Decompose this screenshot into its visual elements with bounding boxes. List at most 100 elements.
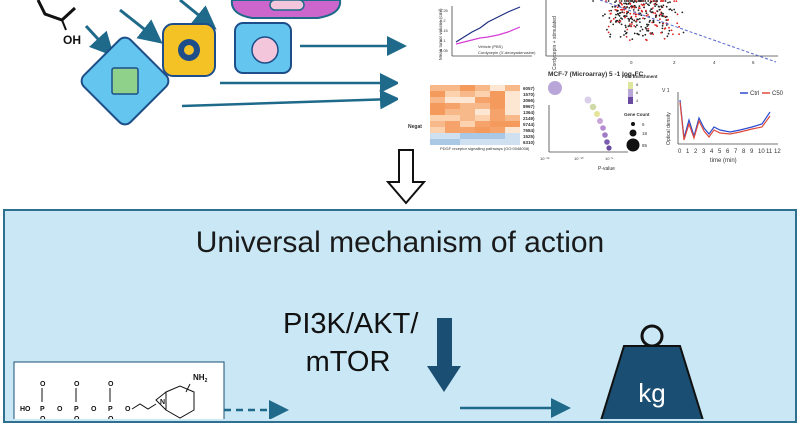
gene-count-1: 6 [642,122,645,127]
scatter-point [644,33,647,36]
scatter-point [624,2,627,5]
scatter-point [647,28,650,30]
phosphorus-3: P [108,406,113,413]
scatter-point [620,23,623,26]
scatter-point [670,29,673,32]
heatmap-cell [490,109,505,115]
heatmap-side-label: Negat [408,124,422,130]
heatmap-cell [505,109,520,115]
oxygen-5: O [91,406,97,413]
heatmap-cell [430,139,445,145]
heatmap-cell [490,91,505,97]
scatter-point [667,32,670,35]
inhibition-down-arrow [427,318,461,392]
scatter-point [640,25,643,28]
scatter-point [651,32,654,34]
scatter-point [669,1,671,4]
scatter-point [616,6,619,9]
scatter-point [618,21,621,24]
scatter-point [628,7,631,9]
gene-count-3: 85 [642,143,648,148]
heatmap-thumbnail: 6057)1570)3066)8967)1364)2149)5744)7684)… [398,82,548,151]
enrichment-xlabel: P-value [598,166,615,172]
heatmap-cell [475,109,490,115]
heatmap-cell [445,97,460,103]
scatter-point [635,13,638,16]
gene-count-title: Gene Count [624,112,650,117]
scatter-point [654,14,657,17]
scatter-point [630,0,633,2]
scatter-point [633,0,636,2]
scatter-point [666,35,669,38]
scatter-point [631,21,633,24]
oxygen-3: O [108,381,114,388]
scatter-point [665,24,668,26]
scatter-point [664,0,667,2]
line-chart-ylabel: Mean tumor volume (cm³) [438,8,443,60]
scatter-point [649,32,652,35]
scatter-xlabel: MCF-7 (Microarray) 5 -1 log₂FC [548,71,644,78]
scatter-point [619,36,622,38]
scatter-point [627,25,630,28]
heatmap-cell [490,97,505,103]
scatter-point [656,25,658,28]
density-xtick: 11 [766,149,773,155]
scatter-point [617,9,619,12]
scatter-point [668,29,671,32]
scatter-point [652,33,654,36]
scatter-point [668,26,670,29]
scatter-point [623,11,626,14]
scatter-ylabel: Cordycepin + stimulated [552,16,558,70]
hydroxyl-label: OH [63,33,81,47]
scatter-point [610,9,613,12]
enrichment-xtick-3: 10⁻⁵ [605,156,614,161]
heatmap-cell [475,115,490,121]
density-xtick: 3 [702,149,706,155]
scatter-point [633,12,635,15]
scatter-point [628,20,630,22]
scatter-point [663,15,666,18]
scatter-xtick-4: 6 [752,60,755,65]
scatter-point [639,0,642,2]
scatter-point [651,11,654,13]
scatter-point [636,24,638,27]
scatter-point [623,0,626,2]
scatter-point [658,21,661,24]
scatter-point [620,17,622,19]
yellow-square-shape [162,23,216,77]
scatter-point [630,17,633,19]
line-chart-thumbnail: Mean tumor volume (cm³) 0.25 0.2 0.15 0.… [438,6,536,60]
heatmap-cell [505,85,520,91]
heatmap-cell [490,103,505,109]
scatter-point [607,0,610,2]
oxygen-2: O [74,381,80,388]
heatmap-cell [445,127,460,133]
scatter-point [649,10,652,12]
heatmap-cell [460,133,475,139]
scatter-point [660,0,663,2]
heatmap-cell [430,97,445,103]
scatter-point [653,3,656,6]
heatmap-cell [460,109,475,115]
heatmap-cell [430,85,445,91]
heatmap-cell [475,85,490,91]
scatter-point [646,25,649,27]
molecule-diagram: NH2 N HO P P P O O O O O O O O O [13,361,225,419]
c50-line [679,101,771,141]
scatter-point [631,18,634,21]
scatter-point [662,4,665,7]
scatter-point [658,14,661,17]
scatter-point [592,0,594,2]
scatter-point [652,0,655,2]
scatter-point [642,34,644,37]
weight-label: kg [638,378,666,408]
scatter-point [640,3,643,6]
heatmap-cell [445,91,460,97]
fold-enrichment-title: Fold Enrichment [622,74,658,79]
scatter-point [630,25,632,28]
density-xtick: 6 [726,149,730,155]
scatter-point [645,12,648,15]
scatter-point [647,0,650,2]
pathway-label: PI3K/AKT/ mTOR [283,305,418,381]
